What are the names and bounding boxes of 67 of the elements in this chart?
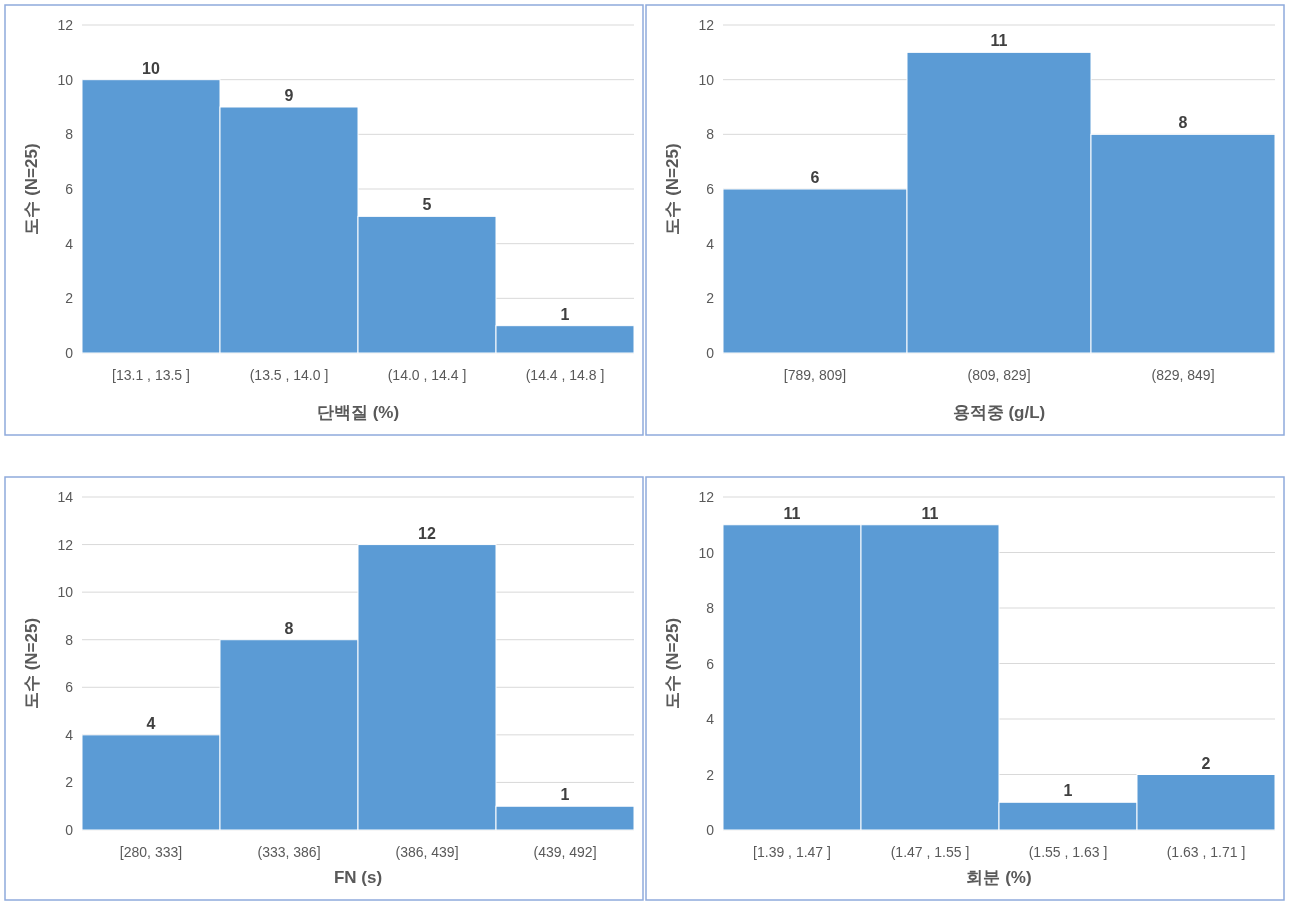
y-tick-label: 12 (57, 536, 74, 553)
x-tick-label: (13.5 , 14.0 ] (249, 367, 329, 383)
y-tick-label: 12 (57, 17, 74, 33)
data-label: 4 (146, 714, 156, 732)
y-tick-label: 6 (706, 655, 715, 672)
y-tick-label: 4 (706, 235, 715, 252)
y-tick-label: 2 (706, 766, 715, 783)
y-tick-label: 4 (65, 726, 74, 743)
data-label: 1 (560, 305, 570, 323)
x-axis-title: 회분 (%) (966, 868, 1032, 887)
y-tick-label: 8 (65, 631, 74, 648)
x-tick-label: (809, 829] (967, 367, 1031, 383)
y-tick-label: 12 (698, 17, 715, 33)
data-label: 11 (921, 504, 939, 522)
data-label: 9 (284, 87, 294, 104)
y-axis-title: 도수 (N=25) (21, 143, 41, 235)
y-tick-label: 4 (706, 711, 715, 727)
y-tick-label: 2 (65, 290, 74, 307)
x-tick-label: [280, 333] (119, 844, 183, 860)
x-tick-label: (1.55 , 1.63 ] (1028, 844, 1108, 860)
data-label: 5 (422, 196, 432, 214)
data-label: 12 (418, 524, 436, 542)
x-axis-title: 단백질 (%) (316, 403, 400, 422)
y-axis-title: 도수 (N=25) (662, 143, 682, 235)
data-label: 6 (810, 169, 820, 186)
y-tick-label: 2 (65, 774, 74, 791)
x-tick-label: (1.47 , 1.55 ] (890, 844, 970, 860)
data-label: 11 (783, 504, 801, 522)
x-tick-label: (14.0 , 14.4 ] (387, 367, 467, 383)
data-label: 8 (1178, 114, 1188, 132)
y-tick-label: 10 (57, 584, 74, 601)
x-tick-label: (439, 492] (533, 844, 597, 860)
data-label: 8 (284, 619, 294, 637)
data-label: 10 (142, 59, 160, 77)
y-tick-label: 12 (698, 489, 715, 505)
x-tick-label: [13.1 , 13.5 ] (112, 367, 190, 383)
data-label: 2 (1201, 754, 1211, 772)
y-tick-label: 0 (65, 822, 74, 838)
x-tick-label: (386, 439] (395, 844, 459, 860)
x-tick-label: (1.63 , 1.71 ] (1166, 844, 1246, 860)
y-axis-title: 도수 (N=25) (21, 617, 41, 710)
x-tick-label: (829, 849] (1151, 367, 1215, 383)
data-label: 1 (1063, 782, 1073, 800)
y-axis-title: 도수 (N=25) (662, 617, 682, 710)
x-axis-title: FN (s) (333, 868, 383, 887)
x-tick-label: (14.4 , 14.8 ] (525, 367, 605, 383)
y-tick-label: 6 (65, 679, 74, 696)
y-tick-label: 6 (65, 181, 74, 197)
x-axis-title: 용적중 (g/L) (952, 403, 1046, 422)
x-tick-label: (333, 386] (257, 844, 321, 860)
x-tick-label: [789, 809] (783, 367, 847, 383)
x-tick-label: [1.39 , 1.47 ] (753, 844, 831, 860)
y-tick-label: 6 (706, 181, 715, 197)
y-tick-label: 14 (57, 489, 74, 505)
y-tick-label: 10 (698, 71, 715, 88)
y-tick-label: 10 (698, 544, 715, 561)
data-label: 11 (990, 32, 1008, 50)
y-tick-label: 2 (706, 290, 715, 307)
y-tick-label: 8 (706, 126, 715, 143)
data-label: 1 (560, 786, 570, 804)
y-tick-label: 8 (65, 126, 74, 143)
y-tick-label: 0 (65, 345, 74, 361)
y-tick-label: 8 (706, 600, 715, 616)
y-tick-label: 0 (706, 345, 715, 361)
y-tick-label: 4 (65, 235, 74, 252)
y-tick-label: 0 (706, 822, 715, 838)
y-tick-label: 10 (57, 71, 74, 88)
